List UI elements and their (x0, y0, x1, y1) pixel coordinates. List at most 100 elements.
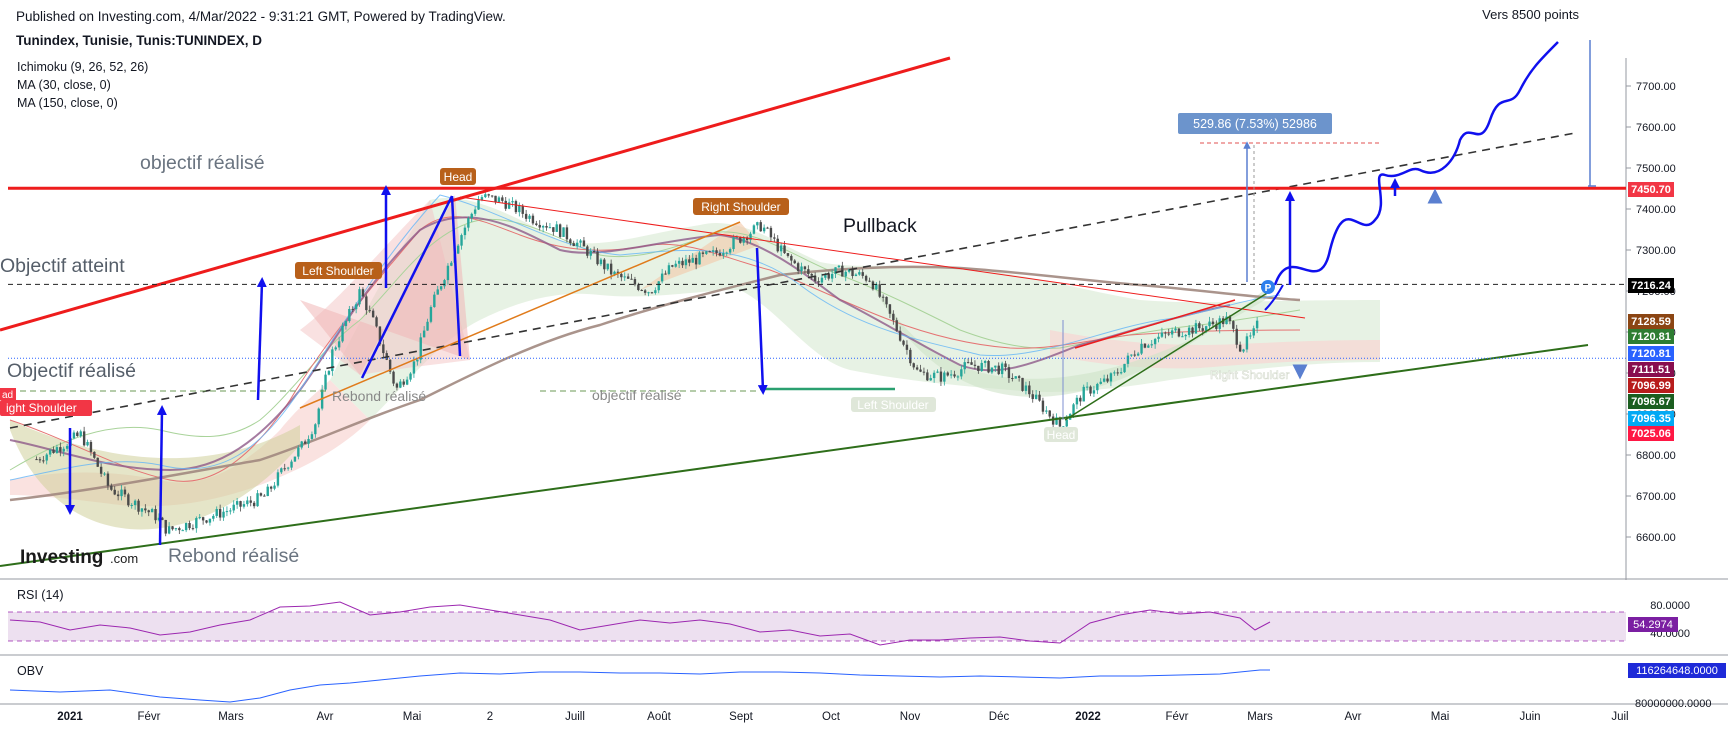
x-tick-label: Févr (138, 711, 161, 723)
candle-body (983, 361, 987, 363)
price-tag: 7096.35 (1631, 413, 1671, 425)
candle-body (307, 438, 310, 444)
candle-body (283, 468, 286, 470)
price-tag: 7025.06 (1631, 428, 1671, 440)
indicator-ma-150[interactable]: MA (150, close, 0) (17, 96, 118, 110)
measure-arrows (65, 41, 1559, 546)
candle-body (140, 508, 144, 512)
candle-body (674, 263, 677, 267)
candle-body (147, 510, 150, 513)
price-tag: 7096.99 (1631, 380, 1671, 392)
candle-body (412, 361, 416, 374)
candle-body (769, 227, 773, 238)
price-axis[interactable]: 6600.006700.006800.006900.007000.007100.… (1626, 81, 1676, 544)
obv-title[interactable]: OBV (17, 664, 44, 678)
candle-body (1007, 367, 1011, 378)
candle-body (800, 266, 803, 271)
candle-body (419, 337, 422, 360)
candle-body (939, 371, 943, 382)
y-tick-label: 7400.00 (1636, 204, 1676, 216)
candle-body (875, 284, 878, 290)
price-tag-bg (1628, 346, 1674, 361)
objectif-realise-top: objectif réalisé (140, 152, 265, 174)
objectif-realise-mid: objectif réalisé (592, 387, 682, 403)
candle-body (507, 202, 511, 209)
candle-body (494, 195, 497, 203)
indicator-ichimoku[interactable]: Ichimoku (9, 26, 52, 26) (17, 60, 149, 74)
candle-body (235, 501, 239, 505)
x-tick-label: 2022 (1075, 711, 1101, 723)
candle-body (1000, 363, 1004, 375)
p-marker[interactable] (1261, 280, 1275, 294)
candle-body (378, 326, 382, 345)
candle-body (1164, 332, 1167, 334)
candle-body (565, 227, 569, 240)
candle-body (433, 294, 436, 308)
price-tag: 7216.24 (1631, 280, 1672, 292)
x-tick-label: Avr (1344, 711, 1361, 723)
candle-body (392, 371, 395, 384)
right-shoulder-label-2: Right Shoulder (1210, 368, 1289, 382)
x-tick-label: 2 (487, 711, 493, 723)
candle-body (103, 473, 106, 475)
candle-body (654, 290, 657, 293)
candle-body (86, 441, 89, 446)
rsi-tick-80: 80.0000 (1650, 600, 1690, 612)
price-tag-bg (1628, 426, 1674, 441)
candle-body (59, 447, 62, 452)
price-tags: 7450.70 7216.24 7128.59 7120.81 7120.81 7111.… (1628, 182, 1674, 441)
obv-pane: OBV 116264648.0000 80000000.0000 (9, 663, 1726, 710)
x-tick-label: Sept (729, 711, 753, 723)
candle-body (1194, 323, 1198, 334)
candle-body (691, 257, 694, 263)
time-axis[interactable]: 2021 Févr Mars Avr Mai 2 Juill Août Sept Oct Nov Dé… (57, 711, 1628, 723)
head-label-1: Head (444, 170, 473, 184)
candle-body (817, 281, 820, 283)
candle-body (545, 226, 548, 228)
candle-body (48, 449, 52, 455)
candle-body (1119, 372, 1123, 374)
rsi-title[interactable]: RSI (14) (17, 588, 64, 602)
candle-body (1133, 354, 1136, 356)
candle-body (1014, 376, 1017, 379)
candle-body (521, 205, 524, 214)
candle-body (552, 227, 555, 232)
candle-body (1075, 397, 1079, 405)
candle-body (864, 275, 868, 281)
candle-body (708, 251, 711, 253)
candle-body (150, 509, 154, 513)
candle-body (1249, 335, 1252, 337)
candle-body (739, 236, 742, 243)
rebond-realise-big: Rebond réalisé (168, 545, 299, 567)
candle-body (922, 371, 926, 373)
candle-body (293, 456, 297, 462)
indicator-ma-30[interactable]: MA (30, close, 0) (17, 78, 111, 92)
candle-body (1238, 344, 1242, 352)
candle-body (558, 224, 562, 237)
candle-body (436, 289, 439, 295)
x-tick-label: Juin (1519, 711, 1540, 723)
level-lines (8, 142, 1626, 392)
candle-body (72, 432, 76, 439)
left-shoulder-label-2: Left Shoulder (857, 398, 928, 412)
candle-body (953, 374, 956, 377)
candle-body (667, 265, 671, 274)
candle-body (215, 509, 218, 516)
candle-body (239, 501, 242, 507)
candle-body (528, 215, 531, 219)
candle-body (844, 271, 847, 277)
candle-body (1092, 390, 1096, 394)
candle-body (297, 447, 300, 457)
candle-body (1089, 386, 1092, 394)
y-tick-label: 6600.00 (1636, 532, 1676, 544)
right-shoulder-label-1: Right Shoulder (701, 200, 780, 214)
candle-body (861, 272, 864, 276)
candle-body (120, 489, 123, 497)
candle-body (42, 460, 45, 462)
candle-body (790, 255, 793, 261)
candle-body (365, 296, 368, 311)
candle-body (35, 459, 38, 461)
candle-body (946, 372, 949, 376)
candle-body (820, 277, 824, 283)
